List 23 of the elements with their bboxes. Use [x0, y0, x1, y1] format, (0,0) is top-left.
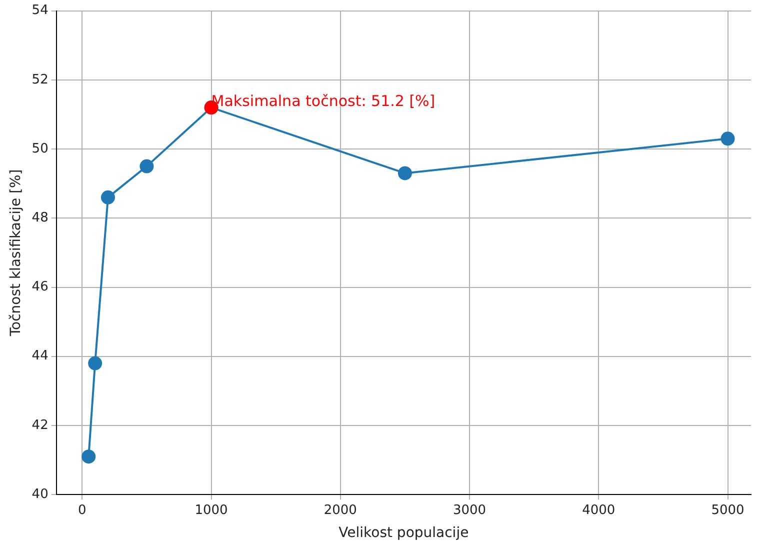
- x-axis-title: Velikost populacije: [338, 525, 469, 542]
- x-tick-label: 4000: [582, 502, 616, 518]
- y-tick-label: 48: [32, 210, 48, 226]
- x-tick-label: 1000: [194, 502, 228, 518]
- x-tick-label: 5000: [711, 502, 744, 518]
- y-tick-label: 40: [32, 486, 48, 502]
- y-tick-label: 54: [32, 3, 48, 18]
- y-tick-label: 44: [32, 348, 48, 364]
- point: [398, 166, 412, 180]
- y-tick-label: 50: [32, 141, 48, 156]
- point: [140, 159, 154, 174]
- point: [88, 356, 102, 370]
- annotation: Maksimalna točnost: 51.2 [%]: [211, 92, 436, 110]
- y-axis-title: Točnost klasifikacije [%]: [8, 169, 24, 338]
- y-tick-label: 46: [32, 280, 48, 295]
- x-tick-label: 2000: [324, 502, 357, 518]
- y-tick-label: 52: [32, 72, 48, 88]
- point: [720, 132, 735, 146]
- point: [100, 190, 115, 204]
- y-tick-label: 42: [32, 418, 48, 433]
- x-tick-label: 0: [78, 502, 86, 518]
- x-tick-label: 3000: [452, 502, 486, 518]
- point: [82, 450, 96, 464]
